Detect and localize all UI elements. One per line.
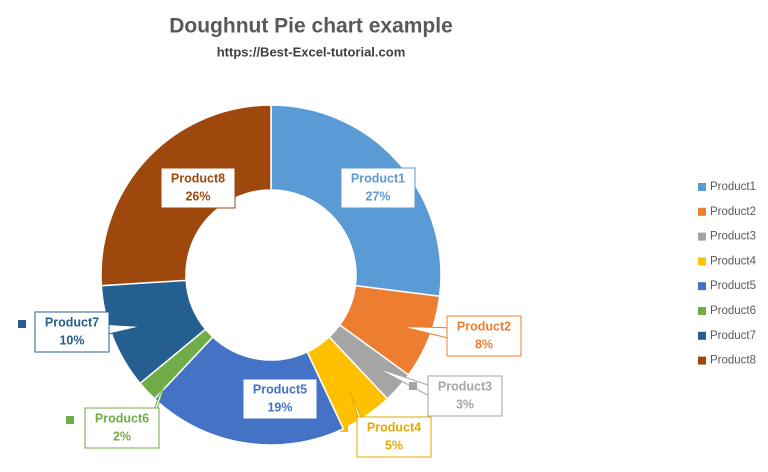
data-label-value: 19%: [267, 400, 292, 414]
legend-marker: [698, 232, 706, 241]
label-marker: [409, 382, 417, 390]
legend-marker: [698, 331, 706, 340]
data-label-value: 8%: [475, 337, 493, 351]
data-label-category: Product8: [171, 171, 225, 185]
label-marker: [66, 416, 74, 424]
data-label-category: Product3: [438, 379, 492, 393]
data-label-value: 3%: [456, 397, 474, 411]
data-label-category: Product2: [457, 319, 511, 333]
data-label-value: 26%: [185, 189, 210, 203]
data-label-box: [340, 167, 416, 209]
data-label-category: Product4: [367, 420, 421, 434]
legend-marker: [698, 257, 706, 266]
legend-label: Product6: [710, 305, 756, 317]
legend-label: Product4: [710, 255, 757, 267]
data-label-box: [427, 375, 503, 417]
legend-marker: [698, 282, 706, 291]
data-label-box: [160, 167, 236, 209]
data-label-category: Product5: [253, 382, 307, 396]
data-label-box: [356, 416, 432, 458]
legend-marker: [698, 356, 706, 365]
data-label-box: [446, 315, 522, 357]
data-label-category: Product6: [95, 411, 149, 425]
data-label-box: [242, 378, 318, 420]
legend-label: Product8: [710, 355, 756, 367]
legend-marker: [698, 183, 706, 191]
legend-label: Product3: [710, 231, 756, 243]
chart-title: Doughnut Pie chart example: [169, 15, 453, 38]
data-label-value: 10%: [59, 333, 84, 347]
legend-marker: [698, 207, 706, 216]
data-label-value: 27%: [365, 189, 390, 203]
label-marker: [340, 424, 348, 432]
legend-label: Product5: [710, 280, 756, 292]
legend-label: Product2: [710, 206, 756, 218]
data-label-box: [34, 311, 110, 353]
chart-subtitle: https://Best-Excel-tutorial.com: [217, 44, 406, 59]
legend-label: Product1: [710, 181, 756, 193]
data-label-box: [84, 407, 160, 449]
data-label-value: 5%: [385, 438, 403, 452]
data-label-category: Product7: [45, 315, 99, 329]
legend-label: Product7: [710, 330, 756, 342]
legend-marker: [698, 307, 706, 315]
data-label-category: Product1: [351, 171, 405, 185]
data-label-value: 2%: [113, 429, 131, 443]
label-marker: [18, 320, 26, 328]
